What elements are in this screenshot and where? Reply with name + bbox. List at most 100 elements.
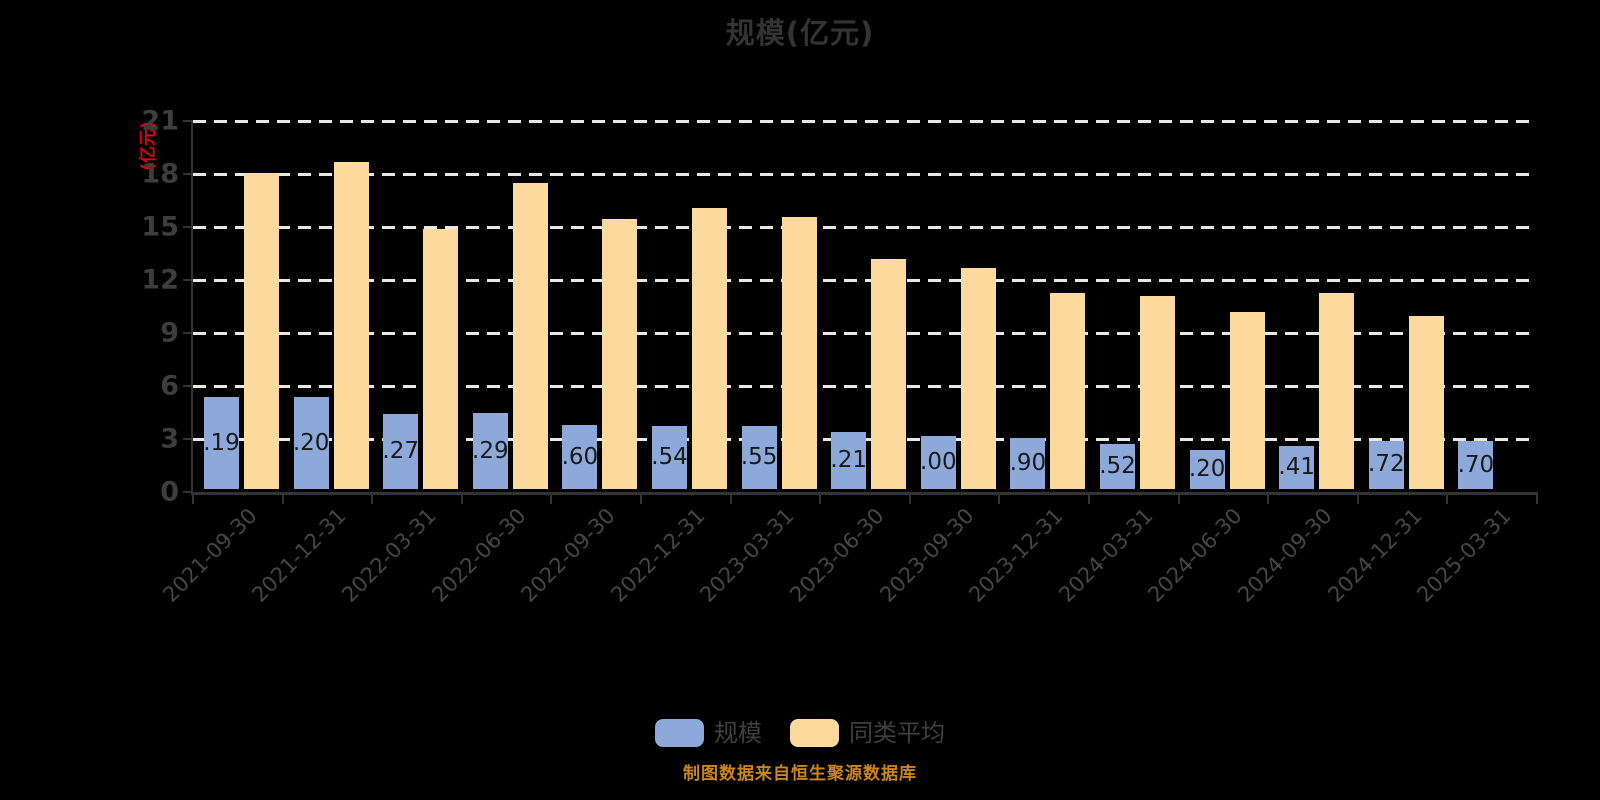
- average-bar[interactable]: [512, 183, 548, 489]
- legend: 规模 同类平均: [0, 719, 1600, 747]
- bar-label-clip: .27: [383, 414, 418, 489]
- bar-label-clip: .21: [831, 432, 866, 489]
- scale-bar[interactable]: .27: [383, 413, 419, 489]
- gridline-18: [193, 172, 1537, 176]
- average-bar[interactable]: [781, 216, 817, 489]
- scale-bar[interactable]: .00: [920, 436, 956, 489]
- x-axis-tick: [192, 495, 194, 504]
- bar-value-label: .55: [741, 444, 777, 471]
- scale-bar[interactable]: .41: [1279, 446, 1315, 489]
- scale-bar[interactable]: .20: [293, 397, 329, 489]
- x-axis-tick: [998, 495, 1001, 504]
- y-axis-tick: [183, 120, 193, 122]
- bar-label-clip: .55: [742, 426, 777, 489]
- y-tick-label: 12: [141, 264, 179, 296]
- x-axis-label: 2024-03-31: [1054, 503, 1158, 607]
- y-axis-tick: [183, 385, 193, 387]
- bar-label-clip: .19: [204, 397, 239, 489]
- bar-value-label: .90: [1010, 449, 1046, 476]
- bar-value-label: .21: [831, 447, 867, 474]
- scale-bar[interactable]: .19: [204, 397, 239, 489]
- chart-title: 规模(亿元): [725, 16, 875, 50]
- x-axis-tick: [729, 495, 732, 504]
- data-source-note: 制图数据来自恒生聚源数据库: [683, 764, 917, 784]
- x-axis-tick: [640, 495, 642, 504]
- y-tick-label: 18: [141, 158, 179, 190]
- bar-label-clip: .72: [1369, 441, 1404, 489]
- bar-value-label: .20: [1189, 456, 1225, 483]
- y-axis-tick: [183, 173, 193, 175]
- bar-label-clip: .20: [1190, 450, 1225, 489]
- x-axis-label: 2021-09-30: [158, 503, 262, 607]
- legend-label: 规模: [714, 719, 762, 747]
- legend-label: 同类平均: [849, 719, 945, 747]
- bar-value-label: .72: [1368, 451, 1404, 478]
- y-tick-label: 0: [160, 476, 179, 508]
- x-axis-label: 2023-03-31: [695, 503, 799, 607]
- gridline-9: [193, 331, 1537, 335]
- x-axis-tick: [1446, 495, 1449, 504]
- legend-swatch: [655, 719, 704, 747]
- average-bar[interactable]: [692, 208, 727, 489]
- bar-value-label: .60: [562, 443, 598, 470]
- average-bar[interactable]: [333, 162, 369, 489]
- y-tick-label: 15: [141, 211, 179, 243]
- y-tick-label: 9: [160, 317, 179, 349]
- average-bar[interactable]: [602, 218, 638, 489]
- x-axis-tick: [819, 495, 822, 504]
- bar-value-label: .00: [920, 449, 956, 475]
- scale-bar[interactable]: .90: [1010, 437, 1046, 489]
- scale-bar[interactable]: .72: [1368, 440, 1404, 489]
- y-axis-tick: [183, 332, 193, 334]
- average-bar[interactable]: [1319, 292, 1355, 489]
- bar-value-label: .19: [204, 429, 239, 456]
- x-axis-tick: [460, 495, 463, 504]
- bar-label-clip: .70: [1458, 441, 1493, 489]
- bar-label-clip: .29: [473, 413, 508, 489]
- scale-bar[interactable]: .21: [831, 432, 867, 489]
- average-bar[interactable]: [423, 229, 459, 489]
- scale-bar[interactable]: .60: [562, 425, 598, 489]
- average-bar[interactable]: [1140, 296, 1175, 489]
- x-axis-label: 2022-12-31: [606, 503, 710, 607]
- y-tick-label: 6: [160, 370, 179, 402]
- bar-label-clip: .52: [1100, 444, 1135, 489]
- y-axis-tick: [183, 438, 193, 440]
- bar-value-label: .54: [652, 444, 687, 471]
- scale-bar[interactable]: .29: [472, 413, 508, 489]
- legend-item-average[interactable]: 同类平均: [790, 719, 945, 747]
- x-axis-tick: [1356, 495, 1359, 504]
- x-axis-tick: [1177, 495, 1180, 504]
- x-axis-tick: [1088, 495, 1090, 504]
- x-axis-label: 2023-06-30: [785, 503, 889, 607]
- bar-label-clip: .54: [652, 426, 687, 489]
- y-axis-tick: [183, 226, 193, 228]
- x-axis-label: 2023-09-30: [874, 503, 979, 607]
- bar-label-clip: .41: [1279, 446, 1314, 489]
- gridline-6: [193, 384, 1537, 388]
- x-axis-tick: [550, 495, 553, 504]
- average-bar[interactable]: [244, 172, 279, 489]
- bar-label-clip: .60: [562, 425, 597, 489]
- gridline-12: [193, 278, 1537, 282]
- plot-area: 21 18 15 12 9 6 3 0 .19 2021-09-30 .20 2021-12-31 .2…: [141, 108, 1538, 607]
- gridline-21: [193, 119, 1537, 123]
- legend-item-scale[interactable]: 规模: [655, 719, 762, 747]
- average-bar[interactable]: [960, 268, 996, 489]
- average-bar[interactable]: [1408, 315, 1444, 489]
- scale-bar[interactable]: .55: [741, 426, 777, 489]
- x-axis-label: 2024-09-30: [1233, 503, 1337, 607]
- x-axis-label: 2022-03-31: [337, 503, 441, 607]
- average-bar[interactable]: [1229, 312, 1265, 489]
- scale-bar[interactable]: .52: [1100, 444, 1135, 489]
- scale-bar[interactable]: .20: [1189, 450, 1225, 489]
- average-bar[interactable]: [1050, 292, 1086, 489]
- average-bar[interactable]: [871, 259, 907, 489]
- scale-bar[interactable]: .54: [652, 426, 687, 489]
- bar-label-clip: .00: [921, 436, 956, 489]
- scale-bar[interactable]: .70: [1458, 441, 1494, 489]
- gridline-15: [193, 225, 1537, 229]
- bar-value-label: .52: [1100, 453, 1135, 480]
- x-axis-label: 2025-03-31: [1412, 503, 1516, 607]
